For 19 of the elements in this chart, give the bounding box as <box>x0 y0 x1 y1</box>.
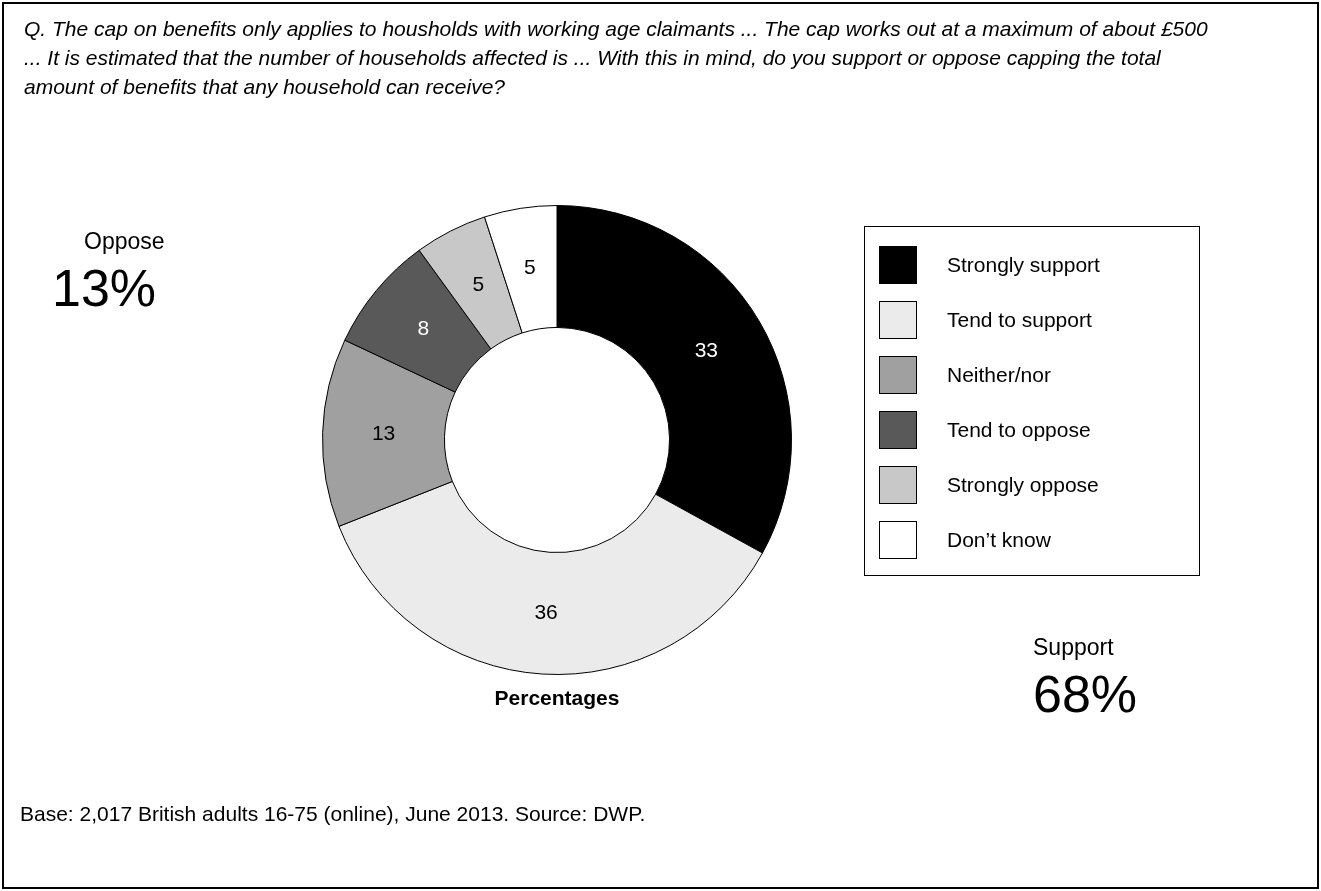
data-label: 33 <box>694 338 719 362</box>
text: Base: 2,017 British adults 16-75 (online), June 2013. Source: DWP. <box>20 802 646 826</box>
legend-label: Tend to support <box>947 307 1092 332</box>
chart-title: Q. The cap on benefits only applies to housholds with working age claimants ... The cap works out at a maximum of about £500 ... It is estimated that the number of households affected is ... With this in mind, do you support or oppose capping the total amount of benefits that any household can receive? <box>24 16 1209 100</box>
legend-label: Strongly support <box>947 252 1100 277</box>
legend-label: Don’t know <box>947 527 1051 552</box>
data-label: 5 <box>472 272 485 296</box>
legend-label: Tend to oppose <box>947 417 1091 442</box>
data-label: 36 <box>534 599 558 623</box>
legend-label: Strongly oppose <box>947 472 1099 497</box>
text: Support <box>1033 634 1114 661</box>
text: 68% <box>1033 664 1138 724</box>
data-label: 13 <box>371 421 396 445</box>
legend-label: Neither/nor <box>947 362 1051 387</box>
text: Oppose <box>84 228 165 255</box>
data-label: 5 <box>524 255 536 279</box>
data-label: 8 <box>417 316 430 340</box>
text: 13% <box>52 258 157 318</box>
text: Percentages <box>493 686 621 710</box>
